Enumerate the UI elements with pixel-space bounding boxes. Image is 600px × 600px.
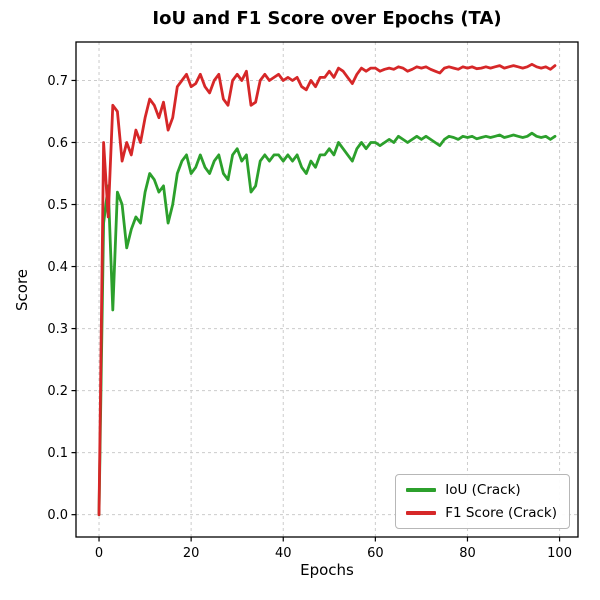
y-tick-label: 0.7	[47, 74, 68, 89]
x-tick-label: 20	[183, 546, 200, 561]
x-tick-label: 0	[95, 546, 103, 561]
x-tick-label: 100	[547, 546, 572, 561]
legend-label: F1 Score (Crack)	[445, 505, 557, 521]
series-line-1	[97, 62, 557, 517]
y-tick-label: 0.6	[47, 136, 68, 151]
y-tick-label: 0.3	[47, 322, 68, 337]
legend-entry-1: F1 Score (Crack)	[406, 505, 557, 521]
legend-line-sample	[406, 511, 437, 515]
legend-entry-0: IoU (Crack)	[406, 482, 557, 498]
y-tick-label: 0.4	[47, 260, 68, 275]
x-tick-label: 60	[367, 546, 384, 561]
series-line-0	[97, 131, 557, 517]
axes-frame	[75, 41, 579, 538]
legend: IoU (Crack) F1 Score (Crack)	[395, 474, 570, 529]
x-tick-label: 80	[459, 546, 476, 561]
legend-line-sample	[406, 488, 437, 492]
y-tick-label: 0.5	[47, 198, 68, 213]
chart-title: IoU and F1 Score over Epochs (TA)	[152, 8, 502, 29]
y-tick-label: 0.1	[47, 446, 68, 461]
y-tick-label: 0.2	[47, 384, 68, 399]
x-tick-label: 40	[275, 546, 292, 561]
y-tick-label: 0.0	[47, 508, 68, 523]
x-axis-label: Epochs	[300, 561, 354, 579]
legend-label: IoU (Crack)	[445, 482, 521, 498]
